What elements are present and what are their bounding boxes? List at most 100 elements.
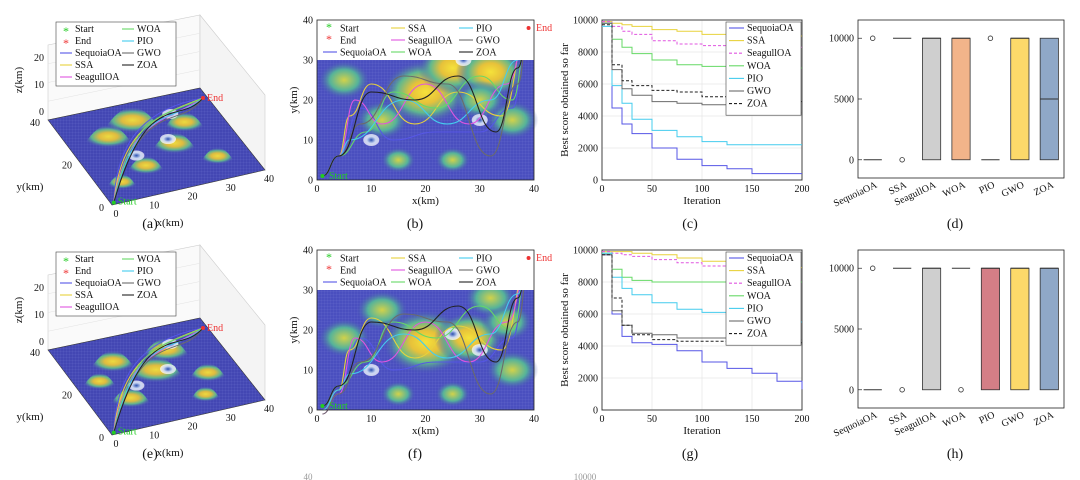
legend-label-WOA: WOA bbox=[137, 24, 162, 35]
y-tick-label: 5000 bbox=[834, 325, 854, 336]
uav-path-SequoiaOA bbox=[113, 327, 204, 433]
x-axis-label: x(km) bbox=[412, 195, 439, 207]
legend-label-SSA: SSA bbox=[75, 60, 94, 71]
series-line-SeagullOA bbox=[602, 21, 802, 48]
next-row-ytick: 40 bbox=[304, 472, 314, 480]
x-axis-label: x(km) bbox=[412, 425, 439, 437]
box-GWO bbox=[1010, 267, 1030, 391]
legend-box bbox=[55, 21, 177, 87]
y-tick-label: 2000 bbox=[578, 374, 598, 385]
legend-marker-End: * bbox=[63, 266, 69, 280]
outlier-WOA bbox=[958, 387, 964, 393]
y-tick-label: 40 bbox=[30, 118, 40, 129]
uav-path-PIO bbox=[113, 97, 204, 203]
uav-path-WOA bbox=[322, 257, 530, 407]
panel-label: (d) bbox=[947, 217, 964, 232]
y-tick-label: 40 bbox=[30, 348, 40, 359]
start-annotation: Start bbox=[118, 197, 137, 208]
x-tick-label: 40 bbox=[264, 404, 274, 415]
legend-label-SequoiaOA: SequoiaOA bbox=[75, 48, 122, 59]
start-annotation: Start bbox=[329, 401, 348, 412]
panel-label: (f) bbox=[408, 447, 422, 462]
terrain-hill bbox=[81, 372, 118, 390]
legend-label-GWO: GWO bbox=[747, 86, 771, 97]
legend-label-PIO: PIO bbox=[476, 24, 492, 35]
legend-box bbox=[55, 251, 177, 317]
y-tick-label: 20 bbox=[303, 326, 313, 337]
y-tick-label: 4000 bbox=[578, 342, 598, 353]
y-tick-label: 10000 bbox=[829, 264, 854, 275]
y-tick-label: 0 bbox=[99, 433, 104, 444]
legend-label-SeagullOA: SeagullOA bbox=[408, 266, 453, 277]
terrain-peak bbox=[453, 80, 506, 120]
threat-zone bbox=[160, 134, 176, 145]
legend-label-SSA: SSA bbox=[747, 266, 766, 277]
y-axis-label: y(km) bbox=[17, 181, 44, 193]
legend-label-PIO: PIO bbox=[137, 266, 153, 277]
end-marker bbox=[201, 96, 205, 100]
uav-path-SeagullOA bbox=[322, 265, 529, 415]
legend-marker-Start: * bbox=[326, 250, 332, 264]
legend-label-SSA: SSA bbox=[75, 290, 94, 301]
end-annotation: End bbox=[536, 23, 552, 34]
uav-path-ZOA bbox=[113, 97, 204, 203]
y-tick-label: 0 bbox=[308, 406, 313, 417]
x-tick-label: 40 bbox=[529, 414, 539, 425]
outlier-SSA bbox=[899, 387, 905, 393]
start-annotation: Start bbox=[329, 171, 348, 182]
x-tick-label-ZOA: ZOA bbox=[1032, 179, 1056, 198]
x-tick-label: 0 bbox=[600, 184, 605, 195]
legend-label-SeagullOA: SeagullOA bbox=[747, 278, 792, 289]
legend-label-GWO: GWO bbox=[747, 316, 771, 327]
x-tick-label: 100 bbox=[695, 184, 710, 195]
x-tick-label: 20 bbox=[188, 192, 198, 203]
legend-marker-Start: * bbox=[63, 24, 69, 38]
x-tick-label-PIO: PIO bbox=[977, 180, 996, 197]
y-tick-label: 10000 bbox=[573, 246, 598, 257]
y-tick-label: 20 bbox=[62, 161, 72, 172]
box-ZOA bbox=[1039, 267, 1059, 391]
y-tick-label: 10 bbox=[303, 136, 313, 147]
x-tick-label-GWO: GWO bbox=[1000, 180, 1026, 200]
legend-label-SSA: SSA bbox=[747, 36, 766, 47]
uav-path-WOA bbox=[322, 27, 530, 177]
legend-label-SSA: SSA bbox=[408, 24, 427, 35]
legend-label-End: End bbox=[340, 266, 356, 277]
legend-label-Start: Start bbox=[340, 24, 359, 35]
legend-marker-Start: * bbox=[63, 254, 69, 268]
terrain-peak bbox=[486, 350, 539, 390]
x-tick-label: 30 bbox=[475, 184, 485, 195]
legend-label-SequoiaOA: SequoiaOA bbox=[747, 23, 794, 34]
legend-label-GWO: GWO bbox=[137, 278, 161, 289]
x-axis-label: x(km) bbox=[157, 447, 184, 459]
terrain-hill bbox=[88, 350, 137, 372]
legend-marker-End: * bbox=[326, 262, 332, 276]
y-tick-label: 30 bbox=[303, 56, 313, 67]
x-tick-label: 30 bbox=[226, 413, 236, 424]
box-SeagullOA bbox=[922, 37, 942, 161]
legend-label-PIO: PIO bbox=[137, 36, 153, 47]
terrain-peak bbox=[435, 147, 470, 173]
legend-label-Start: Start bbox=[75, 24, 94, 35]
legend-label-End: End bbox=[75, 266, 91, 277]
x-tick-label-PIO: PIO bbox=[977, 410, 996, 427]
panel-label: (h) bbox=[947, 447, 964, 462]
x-tick-label: 40 bbox=[264, 174, 274, 185]
threat-zone bbox=[471, 344, 488, 356]
z-tick-label: 20 bbox=[34, 53, 44, 64]
start-marker bbox=[320, 404, 325, 408]
legend-label-ZOA: ZOA bbox=[747, 99, 768, 110]
box-WOA bbox=[951, 37, 971, 161]
uav-path-ZOA bbox=[322, 257, 530, 407]
panel-label: (b) bbox=[407, 217, 424, 232]
legend-label-WOA: WOA bbox=[408, 278, 433, 289]
legend-label-SequoiaOA: SequoiaOA bbox=[747, 253, 794, 264]
plot-top-area bbox=[317, 250, 534, 290]
panel-label: (g) bbox=[682, 447, 699, 462]
end-marker bbox=[526, 256, 531, 260]
threat-zone bbox=[363, 364, 380, 376]
legend-label-PIO: PIO bbox=[747, 73, 763, 84]
y-axis-label: y(km) bbox=[288, 86, 300, 113]
legend-label-SSA: SSA bbox=[408, 254, 427, 265]
